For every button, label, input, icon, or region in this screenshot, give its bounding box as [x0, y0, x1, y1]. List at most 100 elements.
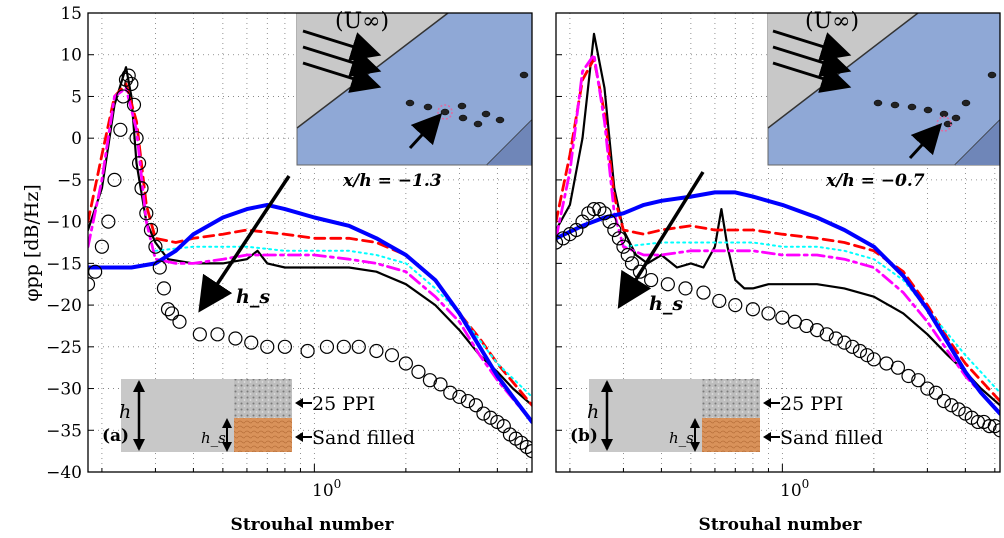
data-point-marker — [514, 435, 529, 450]
data-point-marker — [152, 260, 167, 275]
data-point-marker — [134, 181, 149, 196]
axes-frame-a — [87, 12, 533, 473]
data-point-marker — [944, 398, 959, 413]
data-point-marker — [556, 235, 564, 250]
y-tick-label: −25 — [46, 338, 82, 358]
data-point-marker — [94, 239, 110, 254]
schematic-ppi-label-a: 25 PPI — [312, 393, 375, 415]
data-point-marker — [761, 306, 776, 321]
data-point-marker — [928, 385, 944, 400]
series-line — [88, 86, 532, 424]
data-point-marker — [160, 302, 176, 317]
hs-annotation-b: h_s — [649, 293, 683, 315]
panel-a: (U∞) x/h = −1.3 h_s h h_s 25 PPI Sand fi… — [46, 4, 533, 535]
data-point-marker — [592, 202, 607, 217]
data-point-marker — [101, 214, 116, 229]
data-point-marker — [192, 327, 207, 342]
data-point-marker — [586, 202, 602, 217]
data-point-marker — [859, 348, 875, 363]
data-point-marker — [107, 172, 122, 188]
x-tick-label-b: 100 — [780, 477, 809, 501]
y-tick-label: 5 — [71, 87, 82, 107]
data-point-marker — [775, 310, 790, 325]
data-point-marker — [121, 68, 136, 83]
y-tick-label: 0 — [71, 129, 82, 149]
data-point-marker — [411, 364, 426, 379]
data-point-marker — [951, 402, 966, 417]
data-point-marker — [890, 360, 906, 375]
schematic-hs-label-a: h_s — [201, 429, 226, 447]
data-point-marker — [351, 339, 366, 354]
x-axis-label-a: Strouhal number — [231, 515, 395, 535]
data-point-marker — [139, 206, 154, 221]
data-point-marker — [519, 439, 532, 455]
data-point-marker — [678, 281, 693, 296]
data-point-marker — [260, 339, 275, 354]
data-point-marker — [911, 373, 926, 388]
schematic-h-label-b: h — [587, 401, 599, 423]
data-point-marker — [644, 272, 659, 288]
data-point-marker — [148, 239, 163, 254]
data-point-marker — [369, 343, 384, 359]
y-tick-label: 10 — [60, 46, 82, 66]
data-point-marker — [319, 339, 335, 354]
series-line — [88, 202, 532, 424]
data-point-marker — [228, 331, 243, 346]
series-line — [556, 53, 1000, 415]
data-point-marker — [336, 339, 351, 354]
data-point-marker — [277, 339, 293, 354]
y-tick-label: −40 — [46, 463, 82, 483]
data-point-marker — [809, 323, 825, 338]
y-tick-label: −10 — [46, 213, 82, 233]
data-point-marker — [616, 239, 631, 254]
hs-annotation-a: h_s — [236, 286, 270, 308]
data-point-marker — [172, 314, 187, 329]
data-point-marker — [118, 72, 134, 87]
inset-position-label-b: x/h = −0.7 — [825, 171, 925, 191]
data-point-marker — [143, 222, 159, 238]
panel-b: (U∞) x/h = −0.7 h_s h h_s 25 PPI Sand fi… — [555, 9, 1001, 535]
data-point-marker — [502, 427, 518, 442]
y-tick-label: −5 — [57, 171, 82, 191]
series-a — [88, 66, 532, 459]
panel-label-a: (a) — [102, 426, 129, 446]
data-point-marker — [660, 277, 675, 292]
data-point-marker — [113, 122, 128, 137]
data-point-marker — [524, 444, 532, 459]
data-point-marker — [483, 410, 498, 425]
data-point-marker — [602, 214, 617, 229]
data-point-marker — [131, 156, 147, 171]
axes-frame-b — [555, 12, 1001, 473]
data-point-marker — [597, 206, 612, 221]
inset-photo-b: (U∞) x/h = −0.7 — [767, 9, 1001, 191]
data-point-marker — [607, 222, 622, 238]
inset-photo-a: (U∞) x/h = −1.3 — [296, 9, 533, 191]
data-point-marker — [987, 419, 1000, 434]
series-line — [622, 241, 1000, 394]
data-point-marker — [745, 302, 761, 317]
data-point-marker — [696, 285, 711, 300]
data-point-marker — [920, 381, 935, 396]
data-point-marker — [852, 343, 868, 359]
schematic-hs-label-b: h_s — [669, 429, 694, 447]
schematic-h-label-a: h — [119, 401, 131, 423]
data-point-marker — [476, 406, 491, 421]
data-point-marker — [728, 297, 743, 313]
data-point-marker — [156, 281, 172, 296]
data-point-marker — [936, 393, 952, 409]
x-tick-label-a: 100 — [312, 477, 341, 501]
inset-position-label-a: x/h = −1.3 — [342, 171, 442, 191]
data-point-marker — [164, 306, 180, 321]
y-tick-label: −20 — [46, 296, 82, 316]
y-tick-labels-a: 15 10 5 0 −5 −10 −15 −20 −25 −30 −35 −40 — [46, 4, 82, 483]
data-point-marker — [433, 377, 448, 392]
data-point-marker — [624, 256, 640, 271]
data-point-marker — [244, 335, 259, 350]
data-point-marker — [866, 352, 881, 367]
data-point-marker — [901, 368, 916, 384]
data-point-marker — [982, 419, 997, 434]
data-point-marker — [620, 247, 635, 263]
data-point-marker — [452, 389, 467, 404]
data-point-marker — [300, 343, 315, 359]
data-point-marker — [845, 339, 860, 354]
